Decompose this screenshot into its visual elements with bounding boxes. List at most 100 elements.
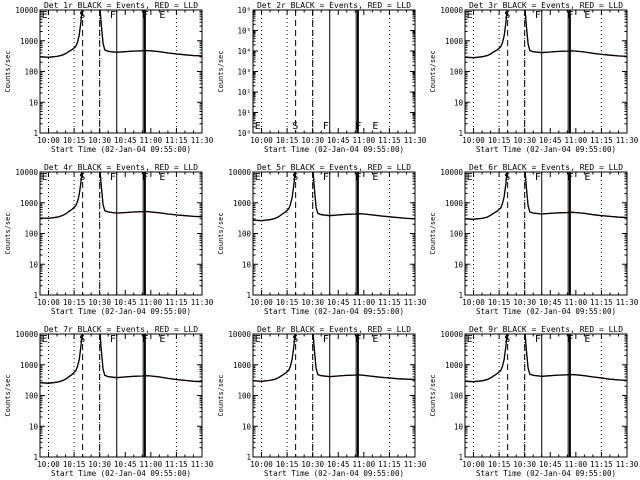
y-tick-label: 10000: [440, 6, 463, 15]
y-tick-label: 1000: [20, 37, 39, 46]
x-tick-label: 11:30: [404, 298, 427, 307]
series-lld-line: [253, 334, 415, 382]
y-tick-label: 1000: [233, 361, 252, 370]
interval-marker-label: S: [79, 334, 85, 345]
y-tick-label: 10000: [440, 168, 463, 177]
y-axis-title: Counts/sec: [217, 50, 225, 92]
x-axis-title: Start Time (02-Jan-04 09:55:00): [51, 307, 191, 316]
x-tick-label: 10:45: [327, 460, 350, 469]
y-tick-label: 100: [237, 230, 251, 239]
y-axis-title: Counts/sec: [217, 212, 225, 254]
series-lld-line: [465, 10, 627, 59]
y-tick-label: 100: [24, 68, 38, 77]
y-tick-label: 10000: [440, 330, 463, 339]
panel-det-2: Det 2r BLACK = Events, RED = LLD 10⁰ 10¹ 10…: [217, 1, 427, 154]
y-tick-label: 10: [29, 260, 39, 269]
y-tick-label: 100: [24, 392, 38, 401]
x-tick-label: 11:30: [404, 136, 427, 145]
y-tick-label: 1000: [20, 361, 39, 370]
y-tick-label: 10000: [15, 6, 38, 15]
x-tick-label: 11:00: [353, 460, 376, 469]
plot-frame: [39, 171, 203, 296]
interval-marker-label: F: [142, 10, 148, 21]
y-tick-label: 10³: [237, 68, 251, 77]
x-tick-label: 10:15: [488, 460, 511, 469]
y-axis-title: Counts/sec: [217, 374, 225, 416]
series-events-line: [40, 172, 202, 220]
x-tick-label: 10:00: [250, 298, 273, 307]
panel-title: Det 7r BLACK = Events, RED = LLD: [44, 325, 198, 334]
interval-marker-label: E: [42, 172, 48, 183]
interval-marker-label: E: [255, 334, 261, 345]
x-axis-title: Start Time (02-Jan-04 09:55:00): [476, 469, 616, 478]
y-tick-label: 1: [246, 291, 251, 300]
x-tick-label: 10:45: [114, 298, 137, 307]
y-tick-label: 10000: [15, 168, 38, 177]
plot-frame: [464, 171, 628, 296]
interval-marker-label: S: [504, 10, 510, 21]
interval-marker-label: F: [110, 172, 116, 183]
y-tick-label: 10²: [237, 88, 251, 97]
series-lld-line: [465, 334, 627, 383]
x-tick-label: 10:00: [462, 460, 485, 469]
plot-frame: [464, 333, 628, 458]
series-events-line: [253, 172, 415, 222]
x-tick-label: 10:15: [276, 460, 299, 469]
y-tick-label: 1000: [20, 199, 39, 208]
y-tick-label: 10: [454, 98, 464, 107]
y-tick-label: 1000: [445, 199, 464, 208]
x-axis-title: Start Time (02-Jan-04 09:55:00): [264, 307, 404, 316]
y-tick-label: 1: [458, 129, 463, 138]
panel-det-9: Det 9r BLACK = Events, RED = LLD 1 10 100 10…: [429, 325, 639, 478]
x-tick-label: 11:30: [191, 136, 214, 145]
x-tick-label: 11:15: [378, 460, 401, 469]
panel-det-8: Det 8r BLACK = Events, RED = LLD 1 10 100 10…: [217, 325, 427, 478]
y-axis-title: Counts/sec: [4, 374, 12, 416]
series-events-line: [465, 10, 627, 59]
interval-marker-label: F: [355, 121, 361, 132]
x-tick-label: 11:00: [140, 136, 163, 145]
interval-marker-label: F: [142, 334, 148, 345]
x-tick-label: 10:30: [513, 136, 536, 145]
y-tick-label: 10⁰: [237, 129, 251, 138]
y-tick-label: 1: [33, 453, 38, 462]
y-tick-label: 1: [458, 291, 463, 300]
x-tick-label: 11:30: [404, 460, 427, 469]
x-tick-label: 11:00: [140, 460, 163, 469]
y-tick-label: 10: [242, 260, 252, 269]
y-tick-label: 1000: [445, 361, 464, 370]
series-events-line: [465, 334, 627, 383]
x-tick-label: 10:15: [63, 136, 86, 145]
y-axis-title: Counts/sec: [4, 212, 12, 254]
x-tick-label: 10:15: [488, 136, 511, 145]
interval-marker-label: S: [79, 10, 85, 21]
x-tick-label: 10:00: [462, 136, 485, 145]
panel-det-3: Det 3r BLACK = Events, RED = LLD 1 10 100 10…: [429, 1, 639, 154]
y-tick-label: 10⁵: [237, 27, 251, 36]
x-tick-label: 10:15: [276, 298, 299, 307]
interval-marker-label: F: [567, 10, 573, 21]
interval-marker-label: F: [110, 334, 116, 345]
interval-marker-label: F: [567, 172, 573, 183]
series-lld-line: [465, 172, 627, 220]
interval-marker-label: E: [159, 10, 165, 21]
x-tick-label: 11:00: [140, 298, 163, 307]
panel-det-7: Det 7r BLACK = Events, RED = LLD 1 10 100 10…: [4, 325, 214, 478]
x-tick-label: 10:00: [37, 136, 60, 145]
panel-title: Det 6r BLACK = Events, RED = LLD: [469, 163, 623, 172]
x-tick-label: 10:30: [301, 136, 324, 145]
interval-marker-label: F: [355, 172, 361, 183]
panel-title: Det 4r BLACK = Events, RED = LLD: [44, 163, 198, 172]
series-lld-line: [40, 10, 202, 58]
y-tick-label: 100: [24, 230, 38, 239]
interval-marker-label: E: [42, 334, 48, 345]
y-tick-label: 10000: [228, 330, 251, 339]
x-tick-label: 11:30: [616, 298, 639, 307]
interval-marker-label: E: [584, 10, 590, 21]
series-lld-line: [40, 172, 202, 219]
y-tick-label: 1: [246, 453, 251, 462]
y-tick-label: 10: [454, 422, 464, 431]
interval-marker-label: S: [79, 172, 85, 183]
y-tick-label: 10000: [15, 330, 38, 339]
y-tick-label: 100: [237, 392, 251, 401]
